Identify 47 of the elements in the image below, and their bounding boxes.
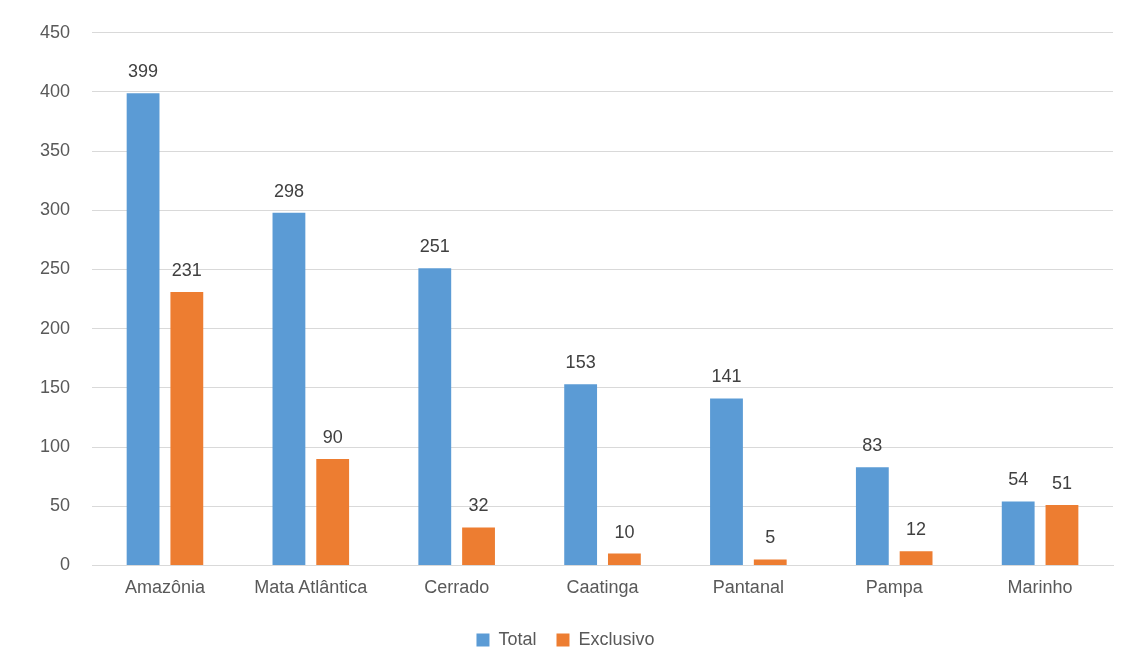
y-tick-label: 400 [39,80,71,101]
data-label: 141 [711,366,742,387]
bar [855,467,889,565]
bar [170,292,204,565]
bar [462,527,495,565]
y-tick-label: 300 [39,199,71,220]
data-label: 83 [862,435,883,456]
data-label: 153 [565,352,596,373]
x-tick-label: Pantanal [712,577,784,598]
bar [564,384,598,565]
x-tick-label: Pampa [865,577,924,598]
y-tick-label: 450 [39,21,71,42]
data-label: 54 [1008,469,1029,490]
bar [607,553,641,565]
y-tick-label: 50 [50,495,71,516]
bar [272,212,306,565]
data-label: 51 [1051,473,1072,494]
bar [126,93,160,565]
y-tick-label: 150 [39,376,71,397]
data-label: 251 [419,236,450,257]
x-tick-label: Mata Atlântica [254,577,369,598]
legend-label: Exclusivo [578,628,655,649]
x-tick-label: Amazônia [124,577,206,598]
bar [316,458,350,565]
data-label: 231 [171,259,202,280]
bar [1001,501,1035,565]
data-label: 298 [273,180,304,201]
bar [418,268,452,565]
x-tick-label: Marinho [1007,577,1073,598]
data-label: 10 [614,521,635,542]
x-tick-label: Caatinga [566,577,640,598]
data-label: 399 [128,61,159,82]
bar [1045,505,1079,565]
bar [753,559,787,565]
data-label: 32 [468,495,489,516]
y-tick-label: 200 [39,317,71,338]
data-label: 12 [906,519,927,540]
data-label: 5 [765,527,776,548]
y-tick-label: 0 [60,554,71,575]
y-tick-label: 250 [39,258,71,279]
y-tick-label: 100 [39,436,71,457]
y-tick-label: 350 [39,140,71,161]
bar [899,551,933,565]
data-label: 90 [322,426,343,447]
legend-label: Total [498,628,537,649]
bar [710,398,743,565]
x-tick-label: Cerrado [424,577,490,598]
